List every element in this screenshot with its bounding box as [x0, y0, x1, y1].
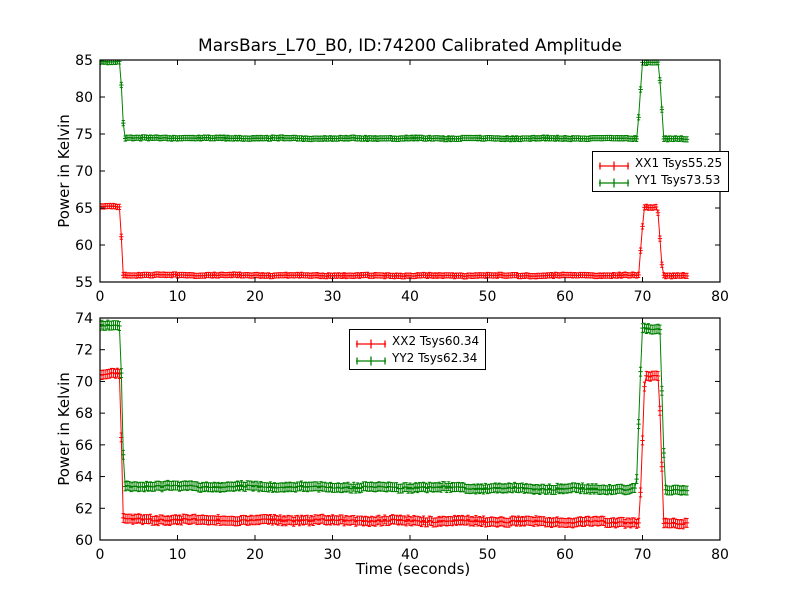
errorbar-line-icon: [598, 174, 630, 188]
svg-text:55: 55: [75, 275, 93, 291]
svg-text:0: 0: [96, 289, 105, 305]
svg-text:68: 68: [75, 406, 93, 422]
svg-text:30: 30: [324, 289, 342, 305]
svg-text:10: 10: [169, 289, 187, 305]
svg-text:40: 40: [401, 289, 419, 305]
svg-text:20: 20: [246, 289, 264, 305]
svg-text:70: 70: [75, 374, 93, 390]
legend-bottom: XX2 Tsys60.34 YY2 Tsys62.34: [349, 329, 487, 370]
svg-text:75: 75: [75, 127, 93, 143]
y-axis-label-top: Power in Kelvin: [55, 114, 73, 228]
svg-text:66: 66: [75, 438, 93, 454]
svg-text:20: 20: [246, 547, 264, 563]
legend-entry-label: XX2 Tsys60.34: [392, 334, 480, 348]
svg-text:50: 50: [479, 289, 497, 305]
svg-text:60: 60: [556, 289, 574, 305]
legend-top: XX1 Tsys55.25 YY1 Tsys73.53: [592, 151, 730, 192]
legend-entry: YY1 Tsys73.53: [598, 172, 722, 188]
svg-text:85: 85: [75, 53, 93, 69]
svg-text:0: 0: [96, 547, 105, 563]
svg-text:50: 50: [479, 547, 497, 563]
svg-text:80: 80: [711, 289, 729, 305]
legend-entry: XX1 Tsys55.25: [598, 155, 722, 171]
svg-text:70: 70: [634, 289, 652, 305]
svg-text:10: 10: [169, 547, 187, 563]
svg-text:70: 70: [634, 547, 652, 563]
figure-title: MarsBars_L70_B0, ID:74200 Calibrated Amp…: [198, 36, 622, 56]
svg-text:60: 60: [556, 547, 574, 563]
svg-text:40: 40: [401, 547, 419, 563]
legend-entry-label: YY1 Tsys73.53: [635, 173, 721, 187]
svg-text:70: 70: [75, 164, 93, 180]
x-axis-label: Time (seconds): [355, 560, 471, 578]
svg-text:60: 60: [75, 238, 93, 254]
y-axis-label-bottom: Power in Kelvin: [55, 372, 73, 486]
errorbar-line-icon: [355, 352, 387, 366]
legend-entry: YY2 Tsys62.34: [355, 350, 479, 366]
svg-text:64: 64: [75, 470, 93, 486]
svg-text:74: 74: [75, 311, 93, 327]
svg-text:62: 62: [75, 501, 93, 517]
svg-text:80: 80: [711, 547, 729, 563]
errorbar-line-icon: [598, 157, 630, 171]
errorbar-line-icon: [355, 335, 387, 349]
svg-text:30: 30: [324, 547, 342, 563]
svg-text:60: 60: [75, 533, 93, 549]
legend-entry-label: XX1 Tsys55.25: [635, 156, 723, 170]
legend-entry: XX2 Tsys60.34: [355, 333, 479, 349]
svg-text:72: 72: [75, 343, 93, 359]
legend-entry-label: YY2 Tsys62.34: [392, 351, 478, 365]
svg-text:65: 65: [75, 201, 93, 217]
svg-text:80: 80: [75, 90, 93, 106]
